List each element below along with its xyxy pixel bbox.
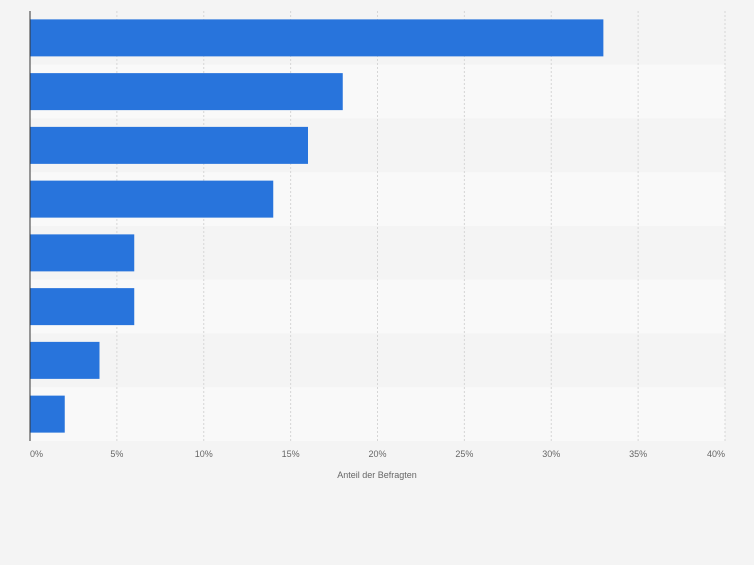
x-tick-label-15: 15% [282,449,300,459]
bar-3[interactable] [30,126,308,164]
x-tick-label-5: 5% [110,449,123,459]
bar-4[interactable] [30,180,274,218]
x-tick-label-30: 30% [542,449,560,459]
x-tick-labels: 0% 5% 10% 15% 20% 25% 30% 35% 40% [30,449,725,459]
bar-7[interactable] [30,341,100,379]
x-tick-label-40: 40% [707,449,725,459]
bar-8[interactable] [30,395,65,433]
x-axis-label: Anteil der Befragten [337,470,417,480]
bar-5[interactable] [30,234,135,272]
x-tick-label-10: 10% [195,449,213,459]
x-tick-label-35: 35% [629,449,647,459]
bar-1[interactable] [30,19,604,57]
x-tick-label-25: 25% [455,449,473,459]
bar-2[interactable] [30,73,343,111]
bar-6[interactable] [30,288,135,326]
bars [30,19,604,433]
x-tick-label-20: 20% [368,449,386,459]
x-tick-label-0: 0% [30,449,43,459]
